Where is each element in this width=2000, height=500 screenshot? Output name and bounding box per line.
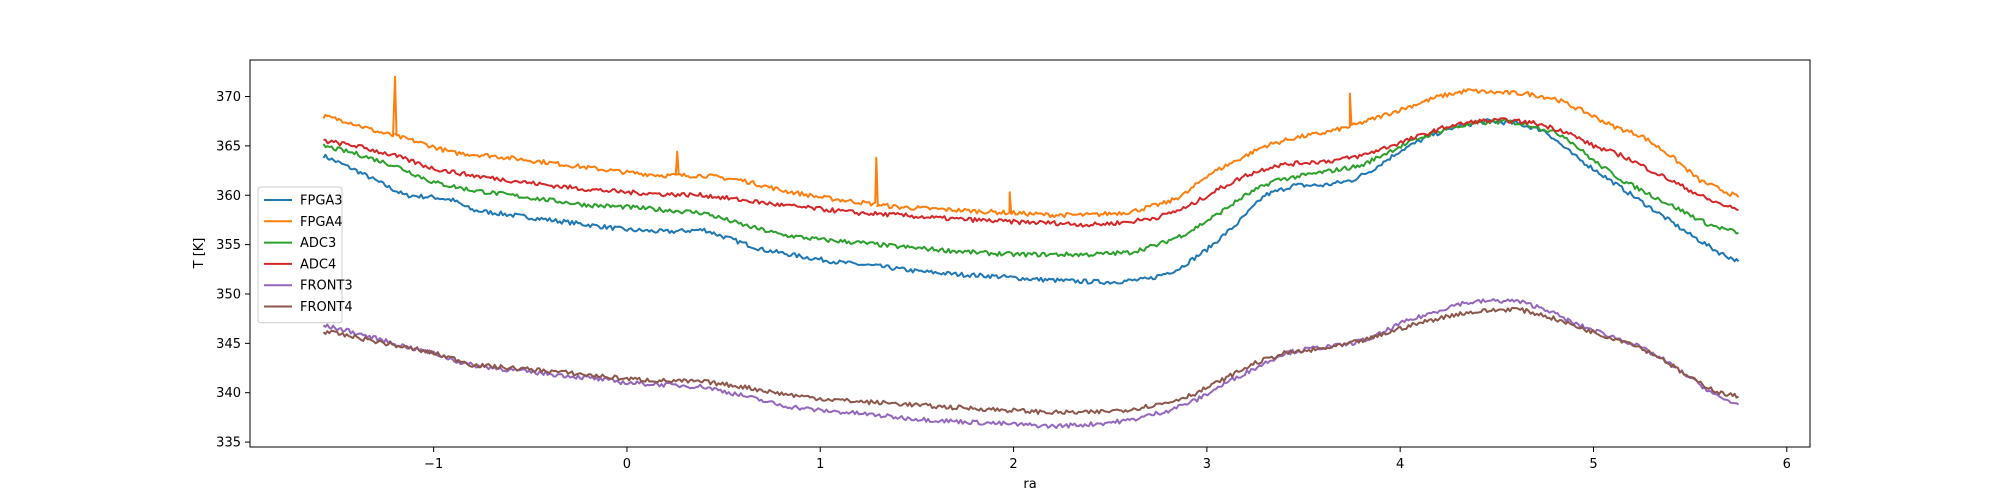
series-line-adc4 bbox=[323, 117, 1739, 228]
legend-label-fpga3: FPGA3 bbox=[300, 194, 343, 209]
plot-frame bbox=[249, 59, 1811, 448]
x-tick-label: 5 bbox=[1589, 457, 1597, 472]
x-axis-label: ra bbox=[1023, 477, 1036, 492]
x-tick-label: 4 bbox=[1396, 457, 1404, 472]
series-line-fpga4 bbox=[322, 75, 1740, 219]
legend-label-front3: FRONT3 bbox=[300, 279, 353, 294]
series-line-adc3 bbox=[322, 118, 1739, 258]
y-axis: 335 340 345 350 355 360 365 370 bbox=[216, 90, 250, 451]
legend-label-adc3: ADC3 bbox=[300, 236, 336, 251]
y-tick-label: 340 bbox=[216, 386, 241, 401]
legend: FPGA3 FPGA4 ADC3 ADC4 FRONT3 FRONT4 bbox=[257, 186, 353, 324]
legend-label-fpga4: FPGA4 bbox=[300, 215, 343, 230]
series-line-front4 bbox=[322, 306, 1739, 415]
y-tick-label: 360 bbox=[216, 189, 241, 204]
x-tick-label: 1 bbox=[816, 457, 824, 472]
legend-label-front4: FRONT4 bbox=[300, 300, 353, 315]
series-layer bbox=[322, 75, 1740, 430]
legend-label-adc4: ADC4 bbox=[300, 257, 336, 272]
x-tick-label: 3 bbox=[1203, 457, 1211, 472]
x-tick-label: 0 bbox=[623, 457, 631, 472]
y-tick-label: 355 bbox=[216, 238, 241, 253]
series-line-fpga3 bbox=[322, 118, 1740, 286]
x-tick-label: 6 bbox=[1783, 457, 1791, 472]
x-axis: −1 0 1 2 3 4 5 6 bbox=[424, 447, 1791, 472]
x-tick-label: −1 bbox=[424, 457, 443, 472]
y-tick-label: 350 bbox=[216, 287, 241, 302]
y-tick-label: 345 bbox=[216, 337, 241, 352]
y-tick-label: 370 bbox=[216, 90, 241, 105]
y-axis-label: T [K] bbox=[192, 238, 207, 270]
x-tick-label: 2 bbox=[1009, 457, 1017, 472]
y-tick-label: 365 bbox=[216, 139, 241, 154]
series-line-front3 bbox=[322, 298, 1740, 430]
y-tick-label: 335 bbox=[216, 436, 241, 451]
